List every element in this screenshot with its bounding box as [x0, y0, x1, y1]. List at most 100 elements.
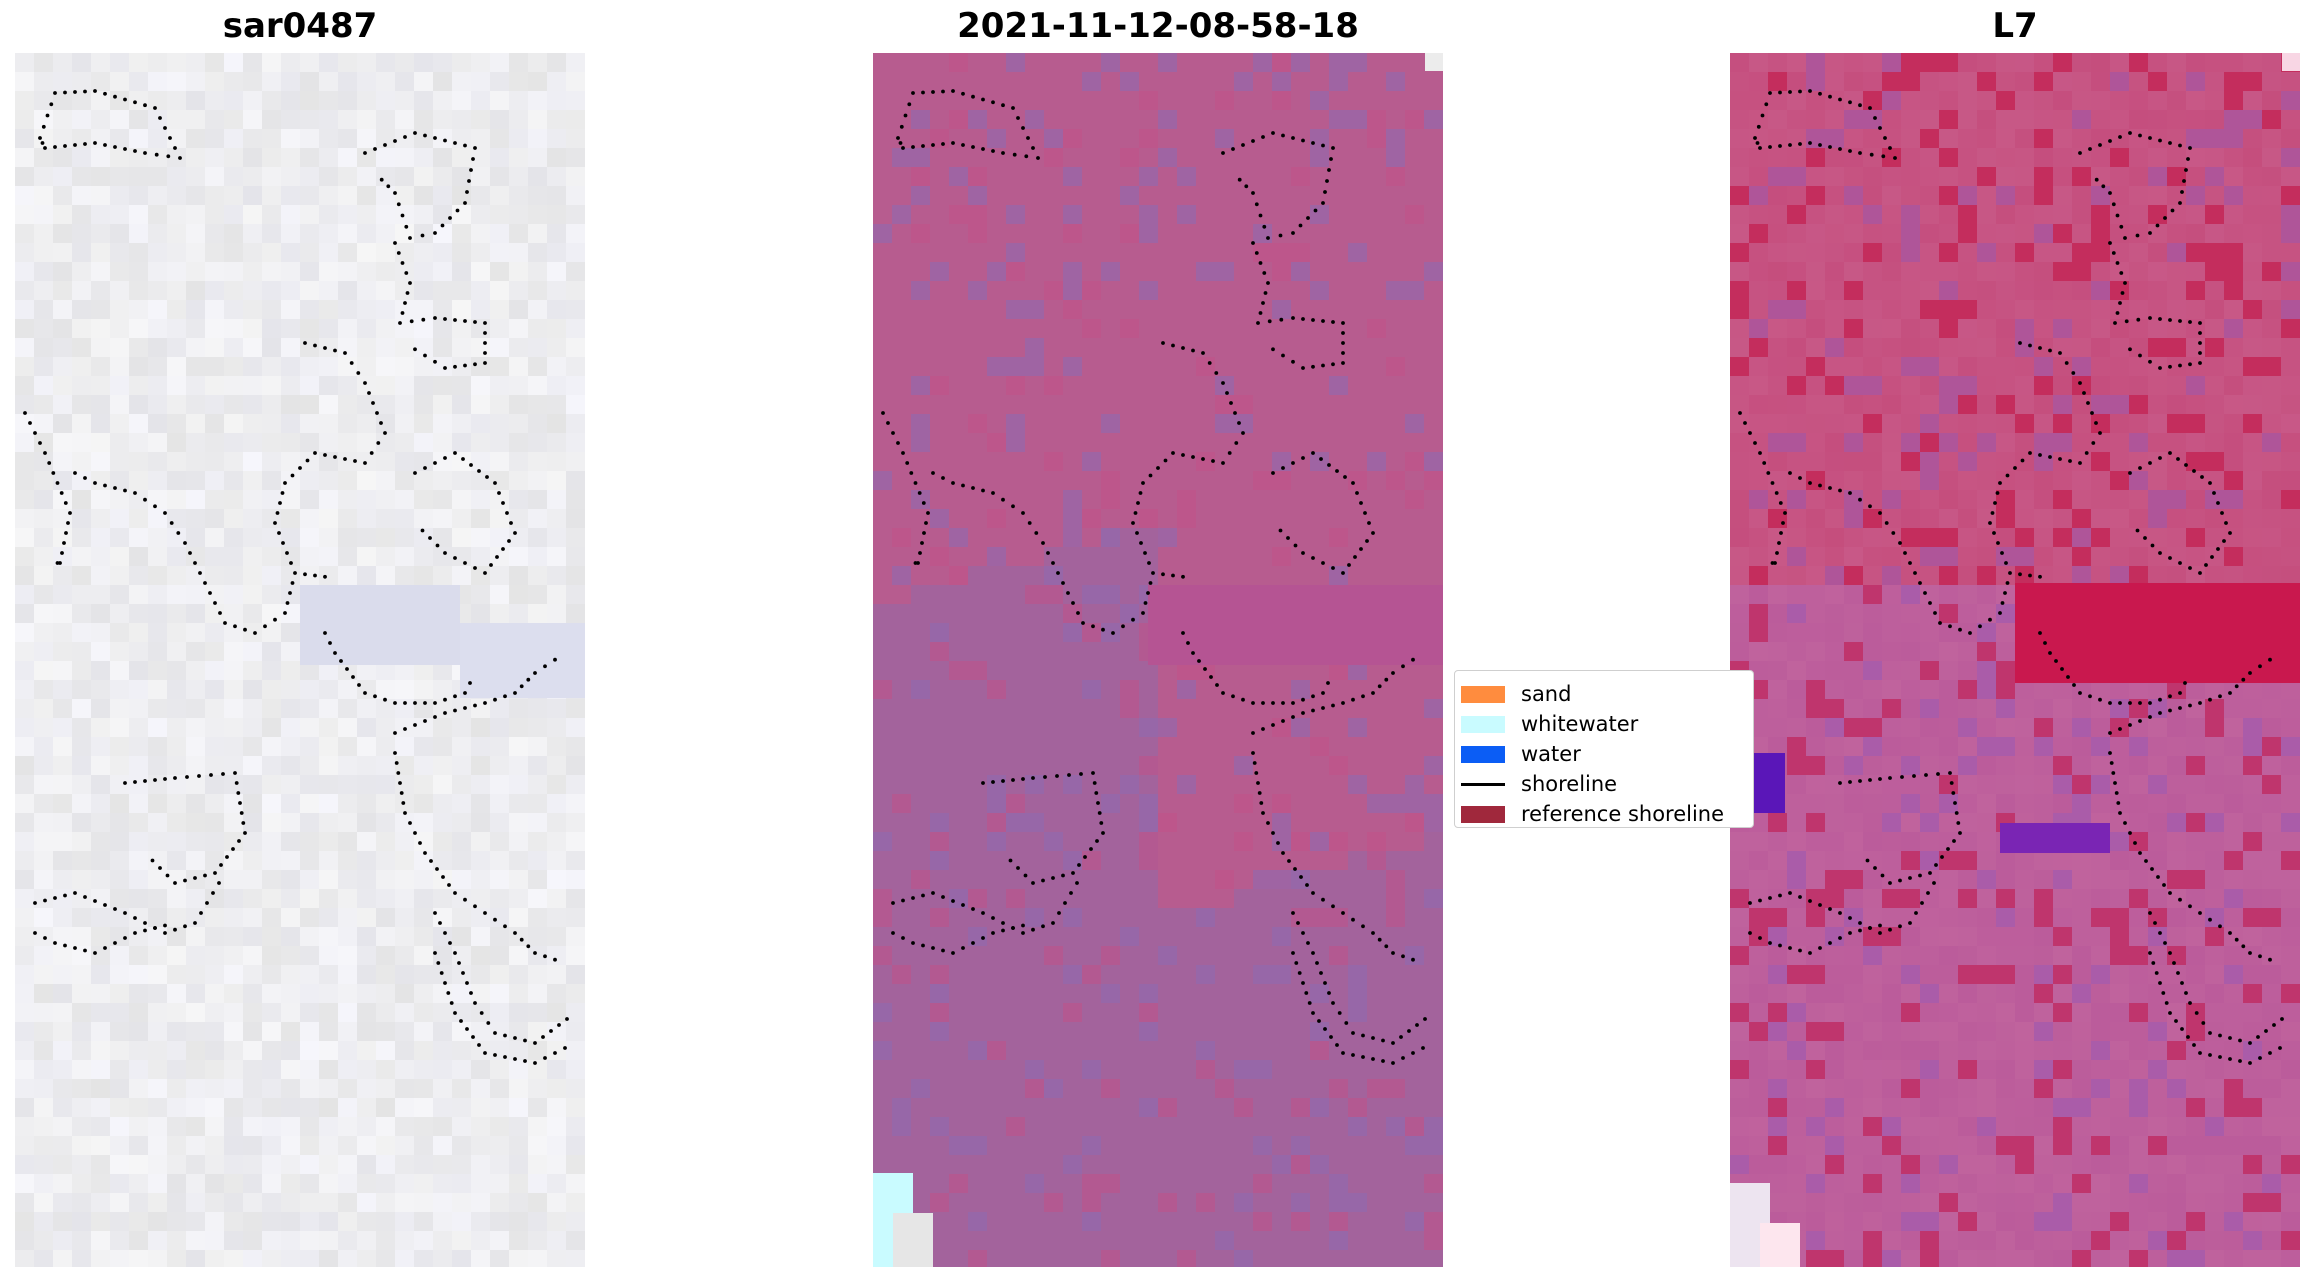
l7-pixel: [1730, 110, 1749, 129]
class-pixel: [1291, 1003, 1310, 1022]
sar-pixel: [509, 547, 528, 566]
shoreline-point: [1401, 954, 1405, 959]
sar-pixel: [319, 1079, 338, 1098]
sar-pixel: [224, 547, 243, 566]
sar-pixel: [452, 509, 471, 528]
class-pixel: [1215, 813, 1234, 832]
class-pixel: [1405, 1136, 1424, 1155]
sar-pixel: [15, 167, 34, 186]
sar-pixel: [129, 452, 148, 471]
sar-pixel: [357, 224, 376, 243]
class-pixel: [1044, 718, 1063, 737]
sar-pixel: [357, 300, 376, 319]
class-pixel: [1405, 1174, 1424, 1193]
sar-pixel: [91, 433, 110, 452]
class-pixel: [1329, 851, 1348, 870]
sar-pixel: [509, 1174, 528, 1193]
sar-pixel: [528, 53, 547, 72]
sar-pixel: [319, 1174, 338, 1193]
sar-pixel: [547, 566, 566, 585]
sar-pixel: [148, 1136, 167, 1155]
class-pixel: [1291, 471, 1310, 490]
class-pixel: [1386, 167, 1405, 186]
shoreline-point: [1307, 1001, 1312, 1005]
sar-pixel: [281, 281, 300, 300]
sar-pixel: [224, 1022, 243, 1041]
class-pixel: [1329, 1136, 1348, 1155]
class-pixel: [1158, 1212, 1177, 1231]
class-pixel: [1196, 1079, 1215, 1098]
l7-pixel: [1730, 262, 1749, 281]
class-pixel: [911, 927, 930, 946]
sar-image-panel: [15, 53, 585, 1267]
sar-pixel: [72, 395, 91, 414]
class-pixel: [1405, 927, 1424, 946]
class-pixel: [1424, 338, 1443, 357]
class-pixel: [1234, 53, 1253, 72]
class-pixel: [930, 243, 949, 262]
sar-pixel: [357, 148, 376, 167]
class-pixel: [1006, 319, 1025, 338]
sar-pixel: [338, 1174, 357, 1193]
class-pixel: [892, 984, 911, 1003]
l7-pixel: [1996, 243, 2015, 262]
class-pixel: [1196, 1117, 1215, 1136]
class-pixel: [1253, 946, 1272, 965]
sar-pixel: [376, 965, 395, 984]
sar-pixel: [281, 490, 300, 509]
class-pixel: [1082, 1212, 1101, 1231]
class-pixel: [892, 1098, 911, 1117]
sar-pixel: [262, 281, 281, 300]
shoreline-point: [493, 1053, 497, 1057]
l7-pixel: [1768, 129, 1787, 148]
class-pixel: [892, 1003, 911, 1022]
class-pixel: [1367, 433, 1386, 452]
class-pixel: [1310, 1231, 1329, 1250]
l7-pixel: [2186, 262, 2205, 281]
class-pixel: [1177, 661, 1196, 680]
class-pixel: [1291, 376, 1310, 395]
sar-pixel: [243, 623, 262, 642]
sar-pixel: [300, 281, 319, 300]
shoreline-point: [471, 1035, 475, 1039]
l7-pixel: [2186, 281, 2205, 300]
sar-pixel: [414, 395, 433, 414]
l7-pixel: [1787, 110, 1806, 129]
class-pixel: [1158, 794, 1177, 813]
class-pixel: [1272, 490, 1291, 509]
shoreline-point: [253, 631, 257, 635]
class-pixel: [1025, 1117, 1044, 1136]
sar-pixel: [338, 395, 357, 414]
class-pixel: [1006, 110, 1025, 129]
class-pixel: [949, 737, 968, 756]
class-pixel: [949, 357, 968, 376]
sar-pixel: [91, 1136, 110, 1155]
class-pixel: [949, 870, 968, 889]
class-pixel: [1367, 186, 1386, 205]
sar-pixel: [53, 129, 72, 148]
sar-pixel: [319, 1155, 338, 1174]
shoreline-point: [951, 481, 955, 485]
class-pixel: [892, 262, 911, 281]
sar-pixel: [395, 1212, 414, 1231]
class-pixel: [1253, 262, 1272, 281]
sar-pixel: [262, 699, 281, 718]
class-pixel: [1405, 1250, 1424, 1267]
class-pixel: [1101, 167, 1120, 186]
class-pixel: [911, 756, 930, 775]
sar-pixel: [509, 1079, 528, 1098]
class-pixel: [1158, 851, 1177, 870]
sar-pixel: [509, 1155, 528, 1174]
class-pixel: [1386, 91, 1405, 110]
shoreline-point: [73, 90, 77, 94]
shoreline-point: [290, 581, 295, 585]
shoreline-point: [549, 1029, 553, 1033]
sar-pixel: [205, 110, 224, 129]
l7-pixel: [1825, 281, 1844, 300]
sar-pixel: [110, 889, 129, 908]
shoreline-point: [941, 142, 945, 146]
sar-pixel: [243, 718, 262, 737]
class-pixel: [1348, 1060, 1367, 1079]
sar-pixel: [547, 338, 566, 357]
class-pixel: [873, 167, 892, 186]
